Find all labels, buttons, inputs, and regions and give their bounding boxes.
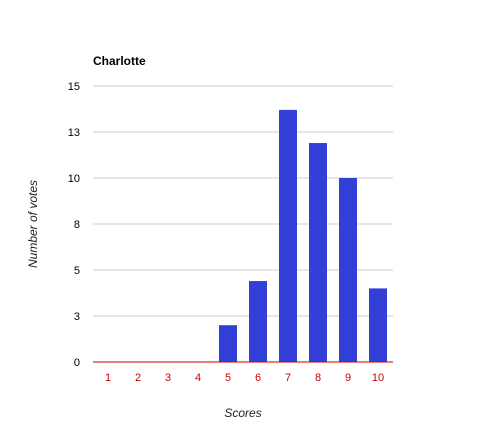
y-tick-labels: 0 3 5 8 10 13 15 — [68, 81, 80, 369]
bar-5 — [219, 325, 237, 362]
y-tick-label: 15 — [68, 81, 80, 93]
x-tick-label: 10 — [372, 372, 384, 384]
x-tick-label: 7 — [285, 372, 291, 384]
x-tick-labels: 1 2 3 4 5 6 7 8 9 10 — [105, 372, 384, 384]
bar-10 — [369, 288, 387, 362]
chart-title: Charlotte — [93, 54, 146, 68]
y-tick-label: 10 — [68, 173, 80, 185]
y-tick-label: 8 — [74, 219, 80, 231]
x-tick-label: 9 — [345, 372, 351, 384]
bar-9 — [339, 178, 357, 362]
x-tick-label: 1 — [105, 372, 111, 384]
bar-7 — [279, 109, 297, 362]
x-tick-label: 4 — [195, 372, 201, 384]
y-axis-label: Number of votes — [26, 180, 40, 268]
y-tick-label: 3 — [74, 311, 80, 323]
x-tick-label: 6 — [255, 372, 261, 384]
x-axis-label: Scores — [224, 406, 261, 420]
x-tick-label: 2 — [135, 372, 141, 384]
bar-6 — [249, 281, 267, 362]
x-tick-label: 3 — [165, 372, 171, 384]
y-tick-label: 13 — [68, 127, 80, 139]
y-tick-label: 5 — [74, 265, 80, 277]
x-tick-label: 5 — [225, 372, 231, 384]
bar-8 — [309, 143, 327, 362]
y-tick-label: 0 — [74, 357, 80, 369]
x-tick-label: 8 — [315, 372, 321, 384]
bars — [219, 109, 387, 362]
